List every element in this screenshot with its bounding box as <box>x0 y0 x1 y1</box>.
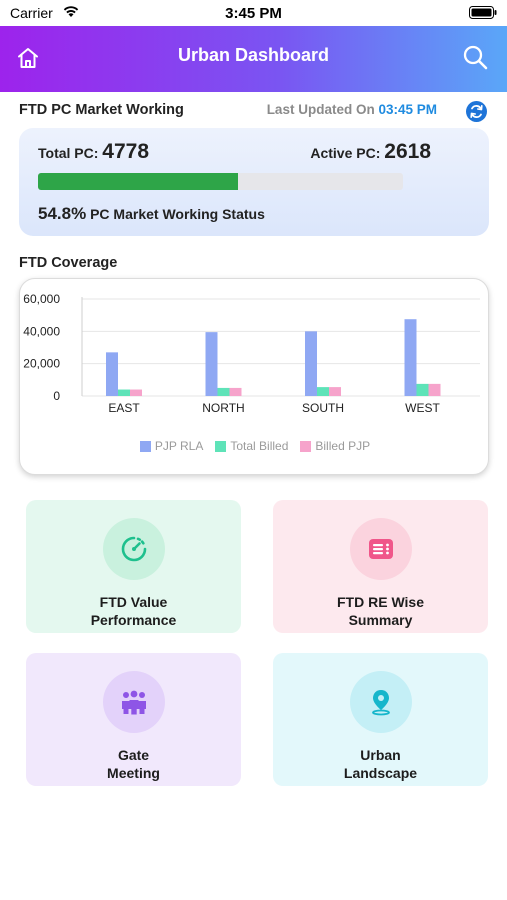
chart-legend: PJP RLA Total Billed Billed PJP <box>20 439 490 453</box>
summary-icon <box>369 539 393 559</box>
tile-icon-bg <box>103 518 165 580</box>
refresh-button[interactable] <box>466 101 487 122</box>
tile-label: Gate Meeting <box>26 746 241 782</box>
last-updated: Last Updated On 03:45 PM <box>267 102 437 117</box>
bar-south-billed-pjp <box>329 387 341 396</box>
page-title: Urban Dashboard <box>177 45 330 65</box>
tile-label-line1: FTD Value <box>99 594 168 610</box>
tile-label: FTD RE Wise Summary <box>273 593 488 629</box>
working-status-label: PC Market Working Status <box>90 206 265 222</box>
x-tick-label: EAST <box>108 401 140 415</box>
tile-label-line2: Landscape <box>343 765 418 781</box>
tile-label: FTD Value Performance <box>26 593 241 629</box>
tile-label: Urban Landscape <box>273 746 488 782</box>
total-pc: Total PC: 4778 <box>38 140 149 164</box>
bar-north-billed-pjp <box>229 387 242 396</box>
tile-label-line1: FTD RE Wise <box>337 594 424 610</box>
bar-south-pjp-rla <box>305 331 317 396</box>
working-percentage: 54.8% <box>38 204 87 223</box>
total-pc-value: 4778 <box>102 140 150 163</box>
bar-west-pjp-rla <box>404 319 417 396</box>
bar-north-pjp-rla <box>205 332 218 396</box>
legend-label: Total Billed <box>230 439 289 453</box>
working-status: 54.8% PC Market Working Status <box>38 204 265 224</box>
tile-ftd-value-performance[interactable]: FTD Value Performance <box>26 500 241 633</box>
legend-swatch <box>300 440 312 452</box>
app-header: Urban Dashboard <box>0 26 507 92</box>
group-icon <box>122 690 146 715</box>
pc-market-card: Total PC: 4778 Active PC: 2618 54.8% PC … <box>19 128 489 236</box>
tile-ftd-re-wise-summary[interactable]: FTD RE Wise Summary <box>273 500 488 633</box>
bar-north-total-billed <box>217 387 230 396</box>
bar-west-total-billed <box>416 383 429 396</box>
legend-label: PJP RLA <box>154 439 204 453</box>
tile-icon-bg <box>350 518 412 580</box>
legend-item: Total Billed <box>215 439 288 453</box>
tile-label-line2: Summary <box>348 612 413 628</box>
tile-label-line2: Performance <box>90 612 177 628</box>
legend-label: Billed PJP <box>315 439 371 453</box>
bar-east-pjp-rla <box>106 352 118 396</box>
bar-west-billed-pjp <box>428 383 441 396</box>
market-working-title: FTD PC Market Working <box>19 102 184 118</box>
legend-item: Billed PJP <box>300 439 370 453</box>
clock: 3:45 PM <box>225 5 282 22</box>
y-tick-label: 40,000 <box>23 324 60 338</box>
coverage-chart: 60,000 40,000 20,000 0 EAST NORTH SOUTH WEST <box>23 292 480 415</box>
gauge-icon <box>121 536 147 562</box>
x-tick-label: SOUTH <box>302 401 344 415</box>
tile-label-line2: Meeting <box>107 765 160 781</box>
total-pc-label: Total PC: <box>38 145 99 161</box>
active-pc-label: Active PC: <box>310 145 381 161</box>
bar-east-billed-pjp <box>130 389 142 396</box>
y-tick-label: 20,000 <box>23 357 60 371</box>
tile-icon-bg <box>103 671 165 733</box>
x-tick-label: NORTH <box>202 401 244 415</box>
status-bar: Carrier 3:45 PM <box>0 0 507 26</box>
search-icon <box>463 45 488 70</box>
bar-east-total-billed <box>118 389 130 396</box>
bar-south-total-billed <box>317 387 329 396</box>
working-progress-fill <box>38 173 239 190</box>
battery-icon <box>469 6 497 19</box>
legend-swatch <box>215 440 227 452</box>
wifi-icon <box>63 6 79 17</box>
tile-urban-landscape[interactable]: Urban Landscape <box>273 653 488 786</box>
home-button[interactable] <box>14 44 42 72</box>
refresh-icon <box>470 105 483 118</box>
tile-icon-bg <box>350 671 412 733</box>
tile-label-line1: Urban <box>360 747 401 763</box>
tile-gate-meeting[interactable]: Gate Meeting <box>26 653 241 786</box>
working-progress-bar <box>38 173 403 190</box>
home-icon <box>18 48 38 68</box>
y-tick-label: 60,000 <box>23 292 60 306</box>
coverage-chart-card: 60,000 40,000 20,000 0 EAST NORTH SOUTH WEST PJ… <box>19 278 489 475</box>
coverage-title: FTD Coverage <box>19 255 118 271</box>
search-button[interactable] <box>461 43 489 71</box>
last-updated-label: Last Updated On <box>266 102 375 117</box>
active-pc-value: 2618 <box>384 140 431 163</box>
location-pin-icon <box>372 690 390 716</box>
legend-item: PJP RLA <box>139 439 204 453</box>
last-updated-time: 03:45 PM <box>378 102 437 117</box>
legend-swatch <box>139 440 151 452</box>
x-tick-label: WEST <box>405 401 440 415</box>
tile-label-line1: Gate <box>117 747 150 763</box>
carrier-label: Carrier <box>10 5 53 21</box>
y-tick-label: 0 <box>53 389 60 403</box>
active-pc: Active PC: 2618 <box>310 140 431 164</box>
